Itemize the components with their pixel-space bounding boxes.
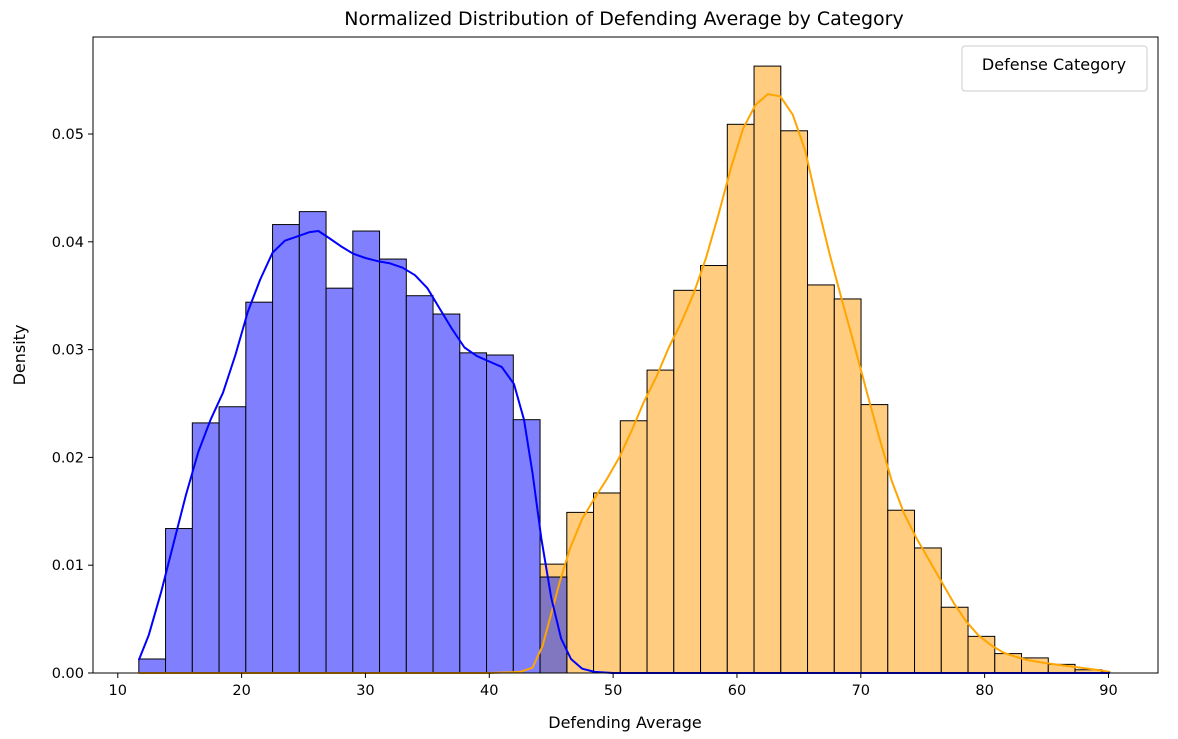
blue-bar — [272, 224, 300, 674]
histogram-bars — [138, 65, 1111, 674]
blue-kde-line — [137, 230, 1110, 674]
blue-bar — [405, 295, 434, 674]
y-axis-ticks: 0.00 0.01 0.02 0.03 0.04 0.05 — [52, 127, 93, 682]
blue-bar — [512, 419, 541, 674]
blue-bar — [486, 354, 514, 674]
blue-bar — [459, 352, 488, 674]
blue-bar — [298, 211, 327, 674]
x-tick-label: 50 — [604, 683, 622, 699]
y-tick-label: 0.00 — [52, 666, 84, 682]
blue-bar — [165, 528, 193, 674]
legend-title: Defense Category — [982, 55, 1126, 74]
orange-bar — [914, 547, 942, 674]
orange-bar — [753, 65, 782, 674]
x-tick-label: 20 — [232, 683, 250, 699]
blue-bar — [432, 313, 461, 674]
orange-bar — [860, 404, 889, 674]
y-axis-label: Density — [10, 325, 29, 386]
y-tick-label: 0.05 — [52, 127, 84, 143]
blue-bar — [352, 230, 381, 674]
blue-bar — [245, 301, 274, 674]
orange-bar — [700, 265, 728, 674]
x-tick-label: 80 — [975, 683, 993, 699]
plot-frame — [92, 36, 1159, 674]
blue-bar — [138, 658, 167, 674]
blue-bar — [325, 287, 354, 674]
x-tick-label: 30 — [356, 683, 374, 699]
x-tick-label: 40 — [480, 683, 498, 699]
x-tick-label: 60 — [728, 683, 746, 699]
legend: Defense Category — [961, 45, 1148, 92]
blue-bar — [191, 422, 220, 674]
orange-kde-line — [138, 93, 1110, 674]
y-tick-label: 0.02 — [52, 450, 84, 466]
x-tick-label: 70 — [852, 683, 870, 699]
orange-bar — [967, 635, 996, 674]
orange-bar — [619, 420, 648, 674]
chart-title: Normalized Distribution of Defending Ave… — [344, 8, 903, 30]
legend-box — [961, 45, 1148, 92]
y-tick-label: 0.03 — [52, 343, 84, 359]
blue-bar — [379, 258, 407, 674]
orange-bar — [833, 298, 862, 674]
orange-bar — [566, 511, 595, 674]
x-tick-label: 90 — [1099, 683, 1117, 699]
y-tick-label: 0.04 — [52, 235, 84, 251]
orange-bar — [807, 284, 835, 674]
orange-bar — [780, 130, 809, 674]
x-tick-label: 10 — [109, 683, 127, 699]
y-tick-label: 0.01 — [52, 558, 84, 574]
overlap-bar — [539, 576, 568, 674]
orange-bar — [593, 492, 621, 674]
blue-bar — [218, 406, 247, 674]
orange-bar — [646, 369, 675, 674]
orange-bar — [726, 123, 755, 674]
x-axis-ticks: 10 20 30 40 50 60 70 80 90 — [109, 673, 1118, 699]
orange-bar — [887, 509, 916, 674]
orange-bar — [673, 289, 702, 674]
kde-curves — [137, 93, 1110, 674]
x-axis-label: Defending Average — [548, 713, 701, 732]
